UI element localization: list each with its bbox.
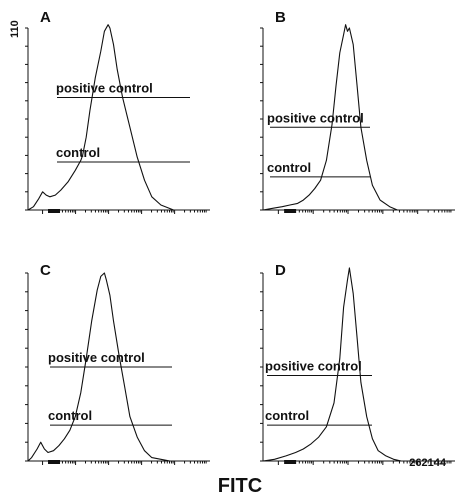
gate-marker xyxy=(48,209,61,213)
panel-letter: C xyxy=(40,262,51,279)
panel-letter: B xyxy=(275,9,286,26)
gate-marker xyxy=(284,460,297,464)
control-marker-label: control xyxy=(265,408,309,423)
y-axis-max-label: 110 xyxy=(9,20,21,38)
histogram-trace xyxy=(262,267,402,462)
positive-control-marker-label: positive control xyxy=(267,110,364,125)
gate-marker xyxy=(284,209,297,213)
gate-marker xyxy=(48,460,61,464)
histogram-trace xyxy=(27,272,171,462)
histogram-trace xyxy=(27,24,174,211)
positive-control-marker-label: positive control xyxy=(56,80,153,95)
histogram-trace xyxy=(262,24,398,211)
control-marker-label: control xyxy=(267,160,311,175)
panel-letter: D xyxy=(275,262,286,279)
positive-control-marker-label: positive control xyxy=(265,359,362,374)
positive-control-marker-label: positive control xyxy=(48,350,145,365)
panel-letter: A xyxy=(40,9,51,26)
control-marker-label: control xyxy=(48,408,92,423)
x-axis-title: FITC xyxy=(218,475,262,497)
control-marker-label: control xyxy=(56,145,100,160)
